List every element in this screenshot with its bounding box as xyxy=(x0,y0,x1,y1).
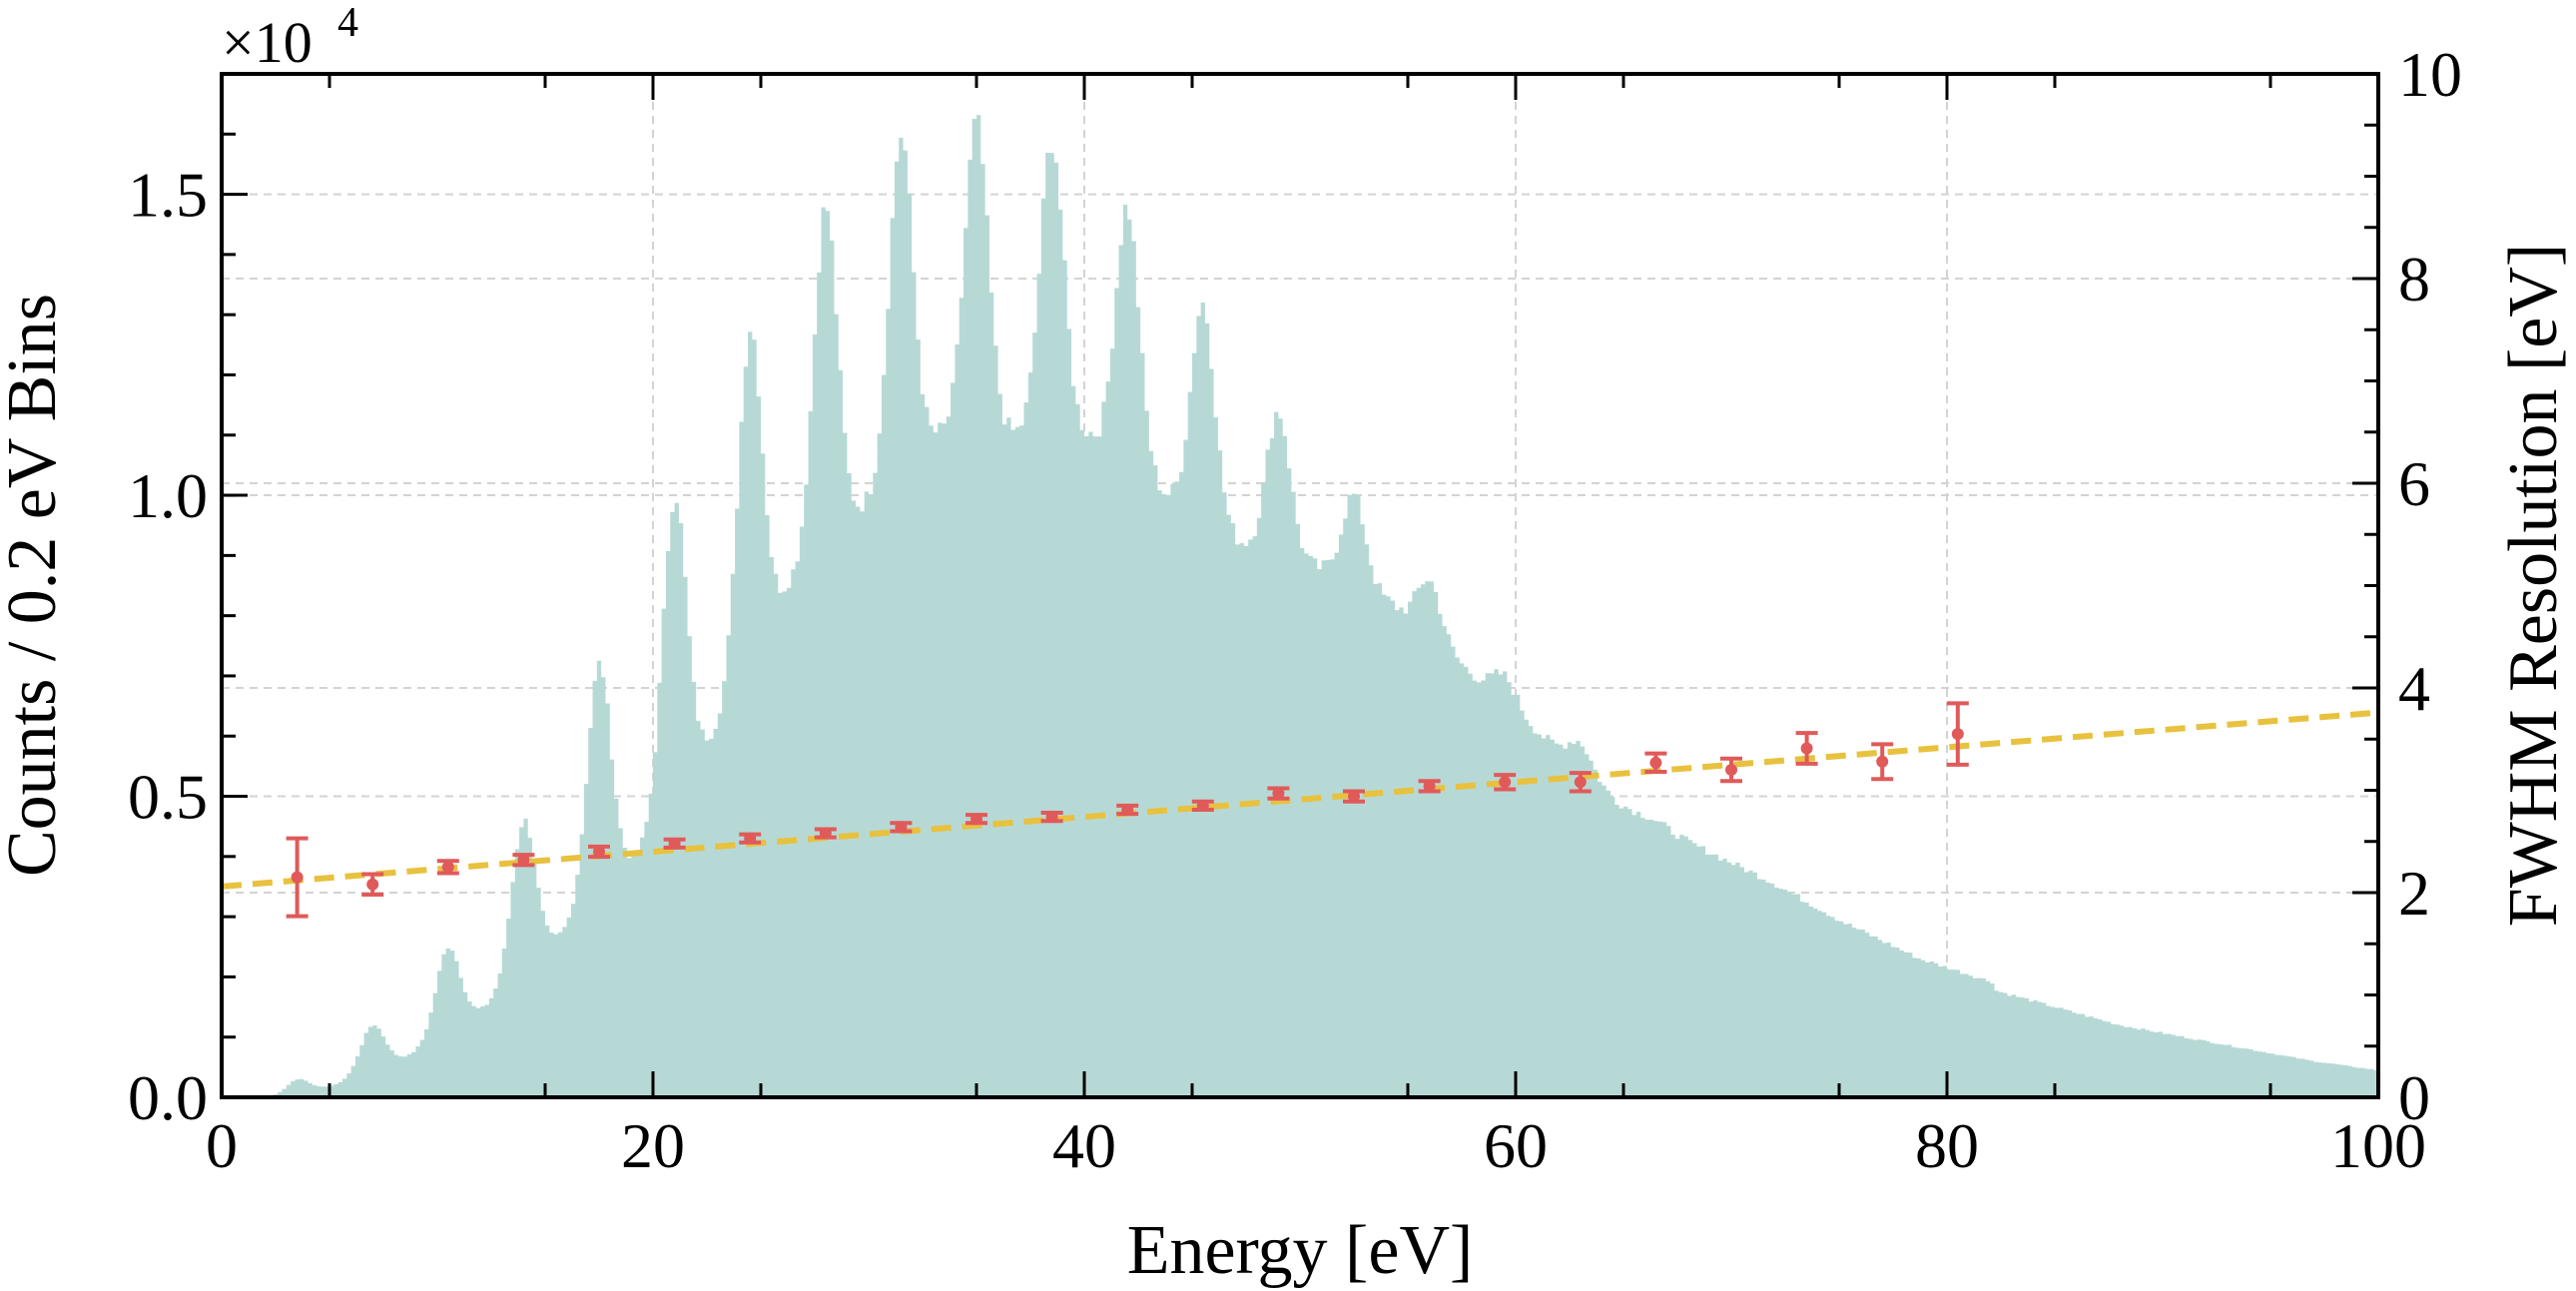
errorbar-point xyxy=(663,837,686,850)
tick-labels: 0 20 40 60 80 100 0.0 0.5 1.0 1.5 0 2 4 6 8 10 xyxy=(128,39,2462,1181)
errorbar-point xyxy=(1418,779,1441,794)
errorbar-marker xyxy=(366,878,379,891)
errorbar-marker xyxy=(517,854,530,867)
errorbar-marker xyxy=(1272,787,1285,800)
y-right-tick-label: 8 xyxy=(2398,244,2430,315)
sci-multiplier-base: ×10 xyxy=(222,10,313,75)
errorbar-point xyxy=(512,853,535,868)
errorbar-marker xyxy=(1121,803,1134,816)
x-tick-label: 40 xyxy=(1052,1110,1116,1181)
x-axis-title: Energy [eV] xyxy=(1127,1212,1474,1289)
errorbar-point xyxy=(1569,771,1592,794)
x-tick-label: 60 xyxy=(1484,1110,1548,1181)
errorbar-point xyxy=(1871,742,1894,782)
errorbar-marker xyxy=(1725,764,1737,776)
y-left-tick-label: 1.0 xyxy=(128,460,208,531)
errorbar-point xyxy=(1644,751,1667,775)
errorbar-marker xyxy=(895,821,908,834)
errorbar-marker xyxy=(1423,780,1436,793)
errorbar-point xyxy=(1191,799,1214,812)
fit-line-dashed xyxy=(221,709,2379,890)
x-tick-label: 80 xyxy=(1915,1110,1979,1181)
ticks xyxy=(220,72,2380,1099)
y-left-tick-label: 0.0 xyxy=(128,1062,208,1133)
errorbar-marker xyxy=(1499,776,1512,789)
fit-line xyxy=(221,709,2379,890)
errorbar-point xyxy=(1494,773,1517,792)
errorbar-marker xyxy=(668,837,681,850)
errorbar-marker xyxy=(593,846,605,858)
errorbar-point xyxy=(1946,701,1969,767)
errorbar-point xyxy=(588,844,610,860)
errorbar-marker xyxy=(1196,799,1209,812)
errorbar-marker xyxy=(1800,742,1813,755)
y-right-tick-label: 4 xyxy=(2398,653,2430,724)
x-tick-label: 20 xyxy=(621,1110,685,1181)
y-left-tick-label: 0.5 xyxy=(128,762,208,833)
errorbar-point xyxy=(1267,786,1290,801)
errorbar-marker xyxy=(1574,776,1587,789)
errorbar-marker xyxy=(1045,811,1058,824)
errorbar-point xyxy=(1343,789,1365,804)
y-right-tick-label: 0 xyxy=(2398,1062,2430,1133)
errorbar-marker xyxy=(1951,728,1964,741)
errorbar-marker xyxy=(291,871,304,884)
errorbar-marker xyxy=(1649,756,1662,769)
errorbar-point xyxy=(966,813,987,826)
errorbar-series xyxy=(286,701,1969,919)
errorbar-point xyxy=(361,872,384,898)
errorbar-point xyxy=(1795,731,1818,766)
errorbar-marker xyxy=(1348,790,1360,803)
errorbar-point xyxy=(890,821,913,834)
x-tick-label: 100 xyxy=(2330,1110,2426,1181)
errorbar-point xyxy=(1720,756,1742,784)
errorbar-marker xyxy=(970,813,982,826)
y-right-axis-title: FWHM Resolution [eV] xyxy=(2495,244,2572,927)
errorbar-marker xyxy=(744,832,757,845)
errorbar-point xyxy=(436,859,459,876)
y-left-tick-label: 1.5 xyxy=(128,160,208,231)
y-right-tick-label: 2 xyxy=(2398,858,2430,929)
errorbar-marker xyxy=(819,827,832,840)
errorbar-point xyxy=(739,832,762,845)
sci-multiplier: ×10 4 xyxy=(222,0,358,75)
y-left-axis-title: Counts / 0.2 eV Bins xyxy=(0,294,71,877)
errorbar-point xyxy=(1116,803,1139,817)
errorbar-point xyxy=(1040,811,1063,824)
histogram-area xyxy=(222,115,2378,1098)
errorbar-point xyxy=(286,836,309,919)
sci-multiplier-exponent: 4 xyxy=(337,0,358,46)
histogram xyxy=(222,115,2378,1098)
y-right-tick-label: 10 xyxy=(2398,39,2462,110)
errorbar-marker xyxy=(1876,755,1889,768)
y-right-tick-label: 6 xyxy=(2398,448,2430,519)
x-tick-label: 0 xyxy=(206,1110,238,1181)
errorbar-marker xyxy=(441,861,454,874)
errorbar-point xyxy=(814,827,837,840)
